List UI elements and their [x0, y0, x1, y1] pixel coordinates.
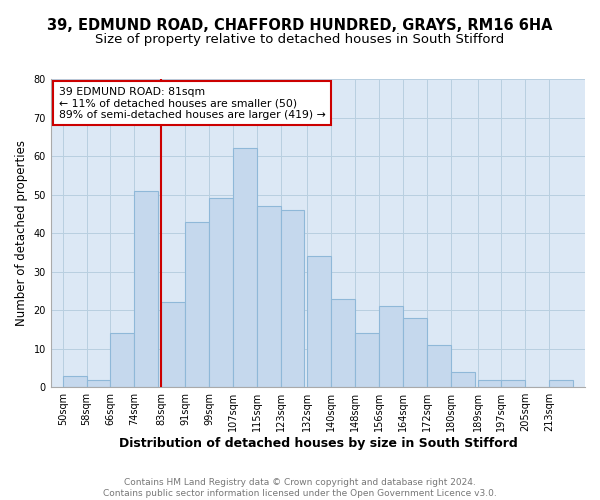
Bar: [331, 298, 355, 387]
Bar: [86, 380, 110, 387]
Bar: [185, 222, 209, 387]
Bar: [110, 334, 134, 387]
Bar: [403, 318, 427, 387]
Text: Contains HM Land Registry data © Crown copyright and database right 2024.
Contai: Contains HM Land Registry data © Crown c…: [103, 478, 497, 498]
Bar: [257, 206, 281, 387]
Bar: [355, 334, 379, 387]
Bar: [549, 380, 573, 387]
Bar: [451, 372, 475, 387]
Bar: [379, 306, 403, 387]
Bar: [134, 190, 158, 387]
Bar: [427, 345, 451, 387]
Y-axis label: Number of detached properties: Number of detached properties: [15, 140, 28, 326]
Text: 39 EDMUND ROAD: 81sqm
← 11% of detached houses are smaller (50)
89% of semi-deta: 39 EDMUND ROAD: 81sqm ← 11% of detached …: [59, 86, 326, 120]
Bar: [209, 198, 233, 387]
X-axis label: Distribution of detached houses by size in South Stifford: Distribution of detached houses by size …: [119, 437, 517, 450]
Bar: [478, 380, 502, 387]
Bar: [161, 302, 185, 387]
Bar: [233, 148, 257, 387]
Text: Size of property relative to detached houses in South Stifford: Size of property relative to detached ho…: [95, 32, 505, 46]
Bar: [281, 210, 304, 387]
Bar: [307, 256, 331, 387]
Text: 39, EDMUND ROAD, CHAFFORD HUNDRED, GRAYS, RM16 6HA: 39, EDMUND ROAD, CHAFFORD HUNDRED, GRAYS…: [47, 18, 553, 32]
Bar: [502, 380, 526, 387]
Bar: [63, 376, 86, 387]
